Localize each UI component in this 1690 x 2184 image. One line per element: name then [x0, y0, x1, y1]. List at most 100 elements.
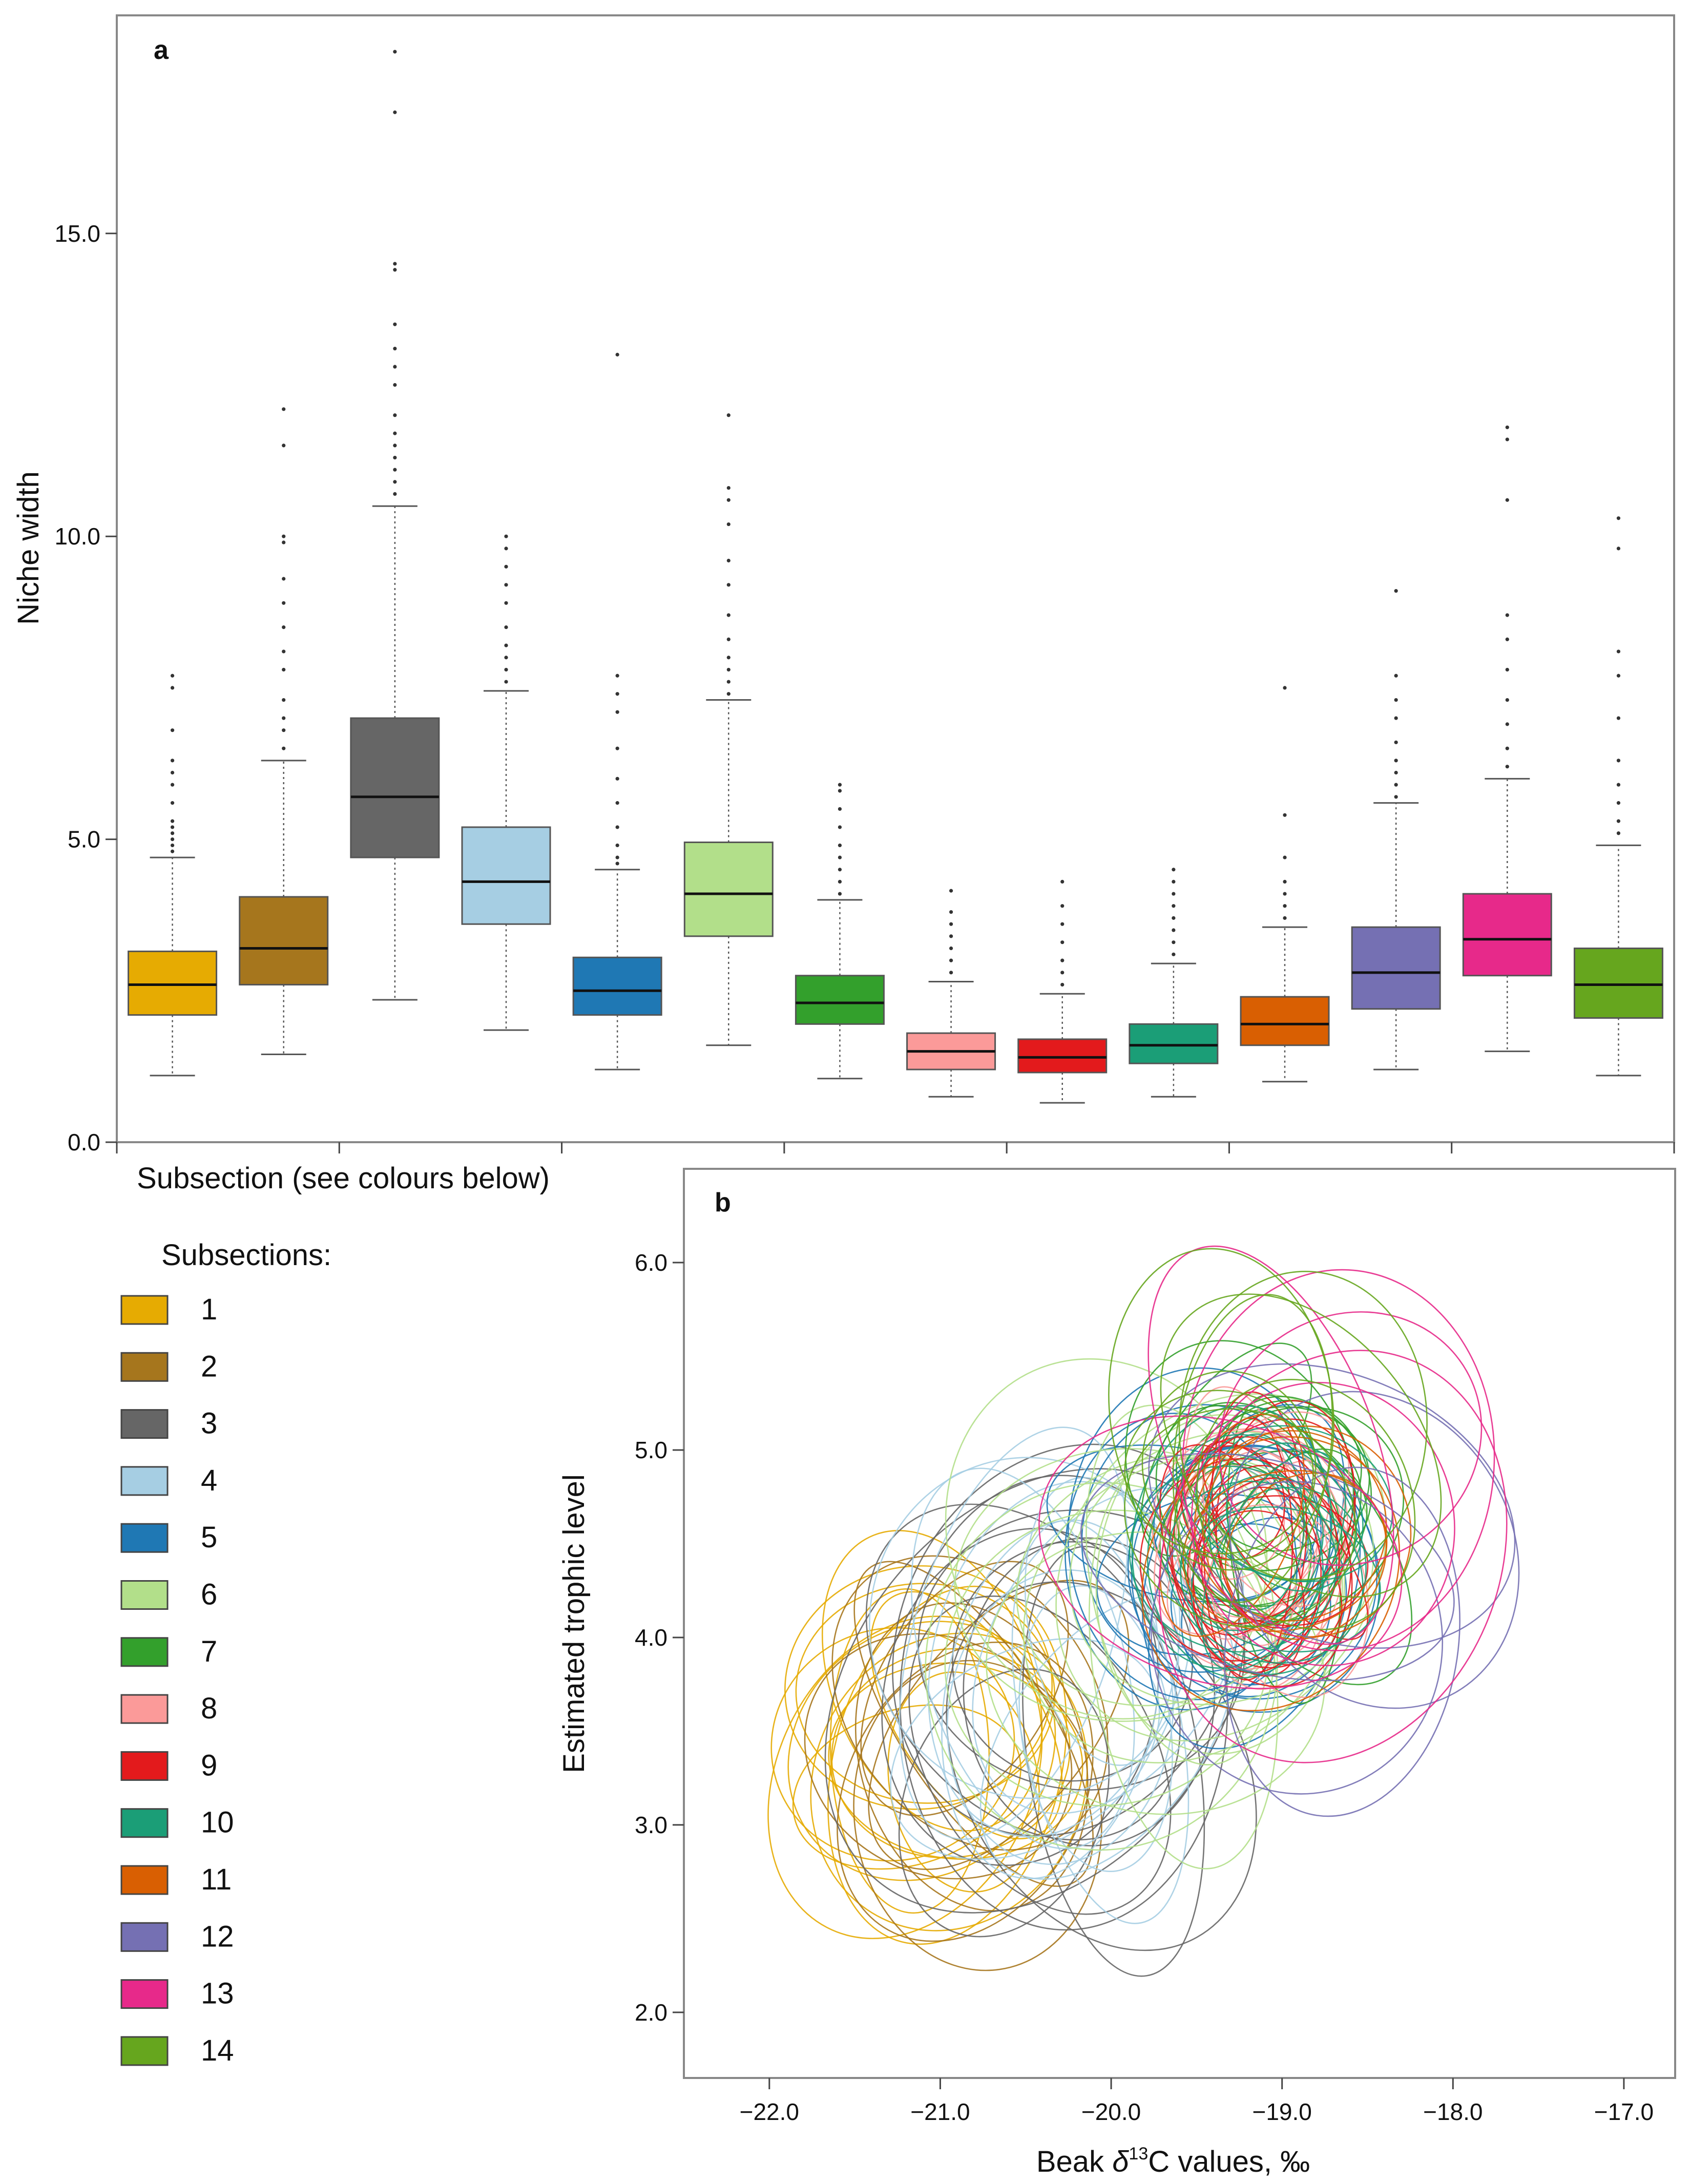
outlier-point [1394, 716, 1398, 720]
legend-item-12: 12 [120, 1920, 234, 1953]
outlier-point [393, 468, 397, 472]
panel-b-x-axis-label: Beak δ13C values, ‰ [1036, 2144, 1310, 2178]
outlier-point [170, 783, 175, 787]
posterior-ellipse [865, 1503, 1181, 1841]
outlier-point [170, 801, 175, 805]
ellipse-group-subsection-10 [1129, 1405, 1393, 1679]
outlier-point [282, 577, 286, 581]
outlier-point [1616, 516, 1621, 520]
panel-b-y-tick-label: 6.0 [635, 1249, 667, 1276]
box-iqr [1351, 926, 1441, 1010]
panel-b-x-tick-label: −22.0 [740, 2098, 799, 2125]
legend-label: 10 [201, 1806, 234, 1839]
outlier-point [393, 383, 397, 387]
outlier-point [170, 843, 175, 848]
outlier-point [726, 498, 731, 502]
panel-b-y-tick-label: 5.0 [635, 1437, 667, 1463]
outlier-point [170, 825, 175, 829]
outlier-point [838, 892, 842, 896]
posterior-ellipse [831, 1555, 1109, 1851]
legend-item-9: 9 [120, 1749, 217, 1782]
outlier-point [838, 783, 842, 787]
outlier-point [1616, 649, 1621, 654]
outlier-point [1505, 746, 1509, 750]
legend-item-3: 3 [120, 1407, 217, 1440]
outlier-point [393, 50, 397, 54]
legend-item-11: 11 [120, 1863, 232, 1896]
outlier-point [393, 413, 397, 417]
posterior-ellipse [892, 1443, 1240, 1837]
box-iqr [1017, 1038, 1108, 1074]
panel-b-x-tick-label: −17.0 [1594, 2098, 1654, 2125]
legend-label: 9 [201, 1749, 217, 1782]
legend-swatch [120, 1295, 169, 1325]
outlier-point [393, 346, 397, 351]
posterior-ellipse [954, 1448, 1297, 1722]
outlier-point [615, 746, 619, 750]
posterior-ellipse [1131, 1405, 1332, 1669]
legend-title: Subsections: [161, 1238, 331, 1272]
outlier-point [504, 583, 508, 587]
posterior-ellipse [952, 1541, 1194, 1782]
outlier-point [170, 728, 175, 732]
outlier-point [838, 825, 842, 829]
box-iqr [350, 717, 440, 858]
legend-item-8: 8 [120, 1692, 217, 1725]
posterior-ellipse [1201, 1451, 1346, 1671]
legend-label: 13 [201, 1977, 234, 2010]
posterior-ellipse [804, 1633, 1073, 1880]
legend-item-1: 1 [120, 1293, 217, 1326]
outlier-point [838, 868, 842, 872]
outlier-point [170, 770, 175, 775]
legend-swatch [120, 1637, 169, 1667]
panel-b-y-tick-label: 4.0 [635, 1624, 667, 1651]
outlier-point [170, 759, 175, 763]
panel-a-y-axis-label: Niche width [12, 471, 45, 625]
outlier-point [393, 262, 397, 266]
box-subsection-8 [906, 889, 996, 1098]
outlier-point [1505, 425, 1509, 429]
box-subsection-9 [1017, 879, 1108, 1104]
outlier-point [1505, 722, 1509, 726]
posterior-ellipse [928, 1481, 1181, 1838]
outlier-point [1283, 879, 1287, 884]
outlier-point [615, 855, 619, 859]
outlier-point [726, 583, 731, 587]
box-iqr [1573, 948, 1663, 1019]
posterior-ellipse [853, 1660, 1102, 1971]
outlier-point [1172, 879, 1176, 884]
outlier-point [1505, 765, 1509, 769]
panel-b-label: b [715, 1188, 731, 1217]
panel-b-ellipse-plot: b Estimated trophic level Beak δ13C valu… [557, 1168, 1676, 2178]
outlier-point [726, 680, 731, 684]
box-iqr [1129, 1023, 1219, 1064]
outlier-point [949, 910, 953, 914]
legend-label: 8 [201, 1692, 217, 1725]
outlier-point [1283, 855, 1287, 859]
outlier-point [282, 444, 286, 448]
outlier-point [726, 667, 731, 672]
legend-label: 1 [201, 1293, 217, 1326]
posterior-ellipse [1131, 1445, 1380, 1713]
box-subsection-6 [683, 413, 774, 1046]
panel-b-y-tick-label: 2.0 [635, 1999, 667, 2026]
outlier-point [1172, 952, 1176, 956]
posterior-ellipse [787, 1621, 1056, 1881]
panel-b-y-tick-label: 3.0 [635, 1812, 667, 1838]
legend-item-2: 2 [120, 1350, 217, 1383]
outlier-point [949, 958, 953, 962]
outlier-point [393, 268, 397, 272]
box-iqr [1462, 893, 1552, 977]
posterior-ellipse [1080, 1453, 1455, 1682]
posterior-ellipse [1182, 1269, 1495, 1651]
outlier-point [393, 492, 397, 496]
posterior-ellipse [1123, 1408, 1357, 1628]
outlier-point [282, 667, 286, 672]
outlier-point [1060, 879, 1065, 884]
outlier-point [1394, 589, 1398, 593]
outlier-point [1283, 916, 1287, 920]
outlier-point [615, 692, 619, 696]
legend-swatch [120, 1694, 169, 1724]
box-subsection-3 [350, 50, 440, 1001]
